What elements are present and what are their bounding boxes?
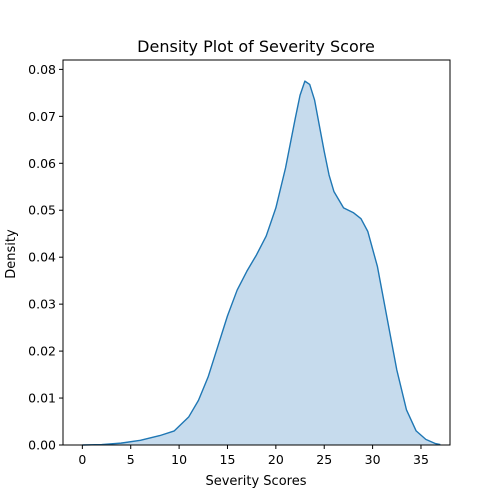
- y-tick-label: 0.02: [28, 344, 56, 359]
- y-tick-label: 0.08: [28, 62, 56, 77]
- x-tick-label: 10: [171, 452, 187, 467]
- y-tick-label: 0.00: [28, 438, 56, 453]
- x-tick-label: 0: [78, 452, 86, 467]
- y-tick-label: 0.07: [28, 109, 56, 124]
- y-tick-label: 0.03: [28, 297, 56, 312]
- chart-title: Density Plot of Severity Score: [137, 37, 375, 56]
- x-tick-label: 35: [413, 452, 429, 467]
- x-axis: 0 5 10 15 20 25 30 35: [78, 445, 429, 467]
- y-axis: 0.00 0.01 0.02 0.03 0.04 0.05 0.06 0.07 0.08: [28, 62, 63, 453]
- x-tick-label: 5: [127, 452, 135, 467]
- x-tick-label: 30: [365, 452, 381, 467]
- y-tick-label: 0.01: [28, 391, 56, 406]
- x-tick-label: 20: [268, 452, 284, 467]
- x-tick-label: 25: [316, 452, 332, 467]
- axes-frame: [62, 59, 451, 446]
- plot-area: [82, 80, 441, 446]
- x-tick-label: 15: [220, 452, 236, 467]
- y-tick-label: 0.06: [28, 156, 56, 171]
- y-axis-label: Density: [4, 229, 19, 279]
- y-tick-label: 0.04: [28, 250, 56, 265]
- density-area-fill: [82, 81, 441, 445]
- density-curve: [82, 80, 441, 446]
- x-axis-label: Severity Scores: [205, 474, 306, 489]
- y-tick-label: 0.05: [28, 203, 56, 218]
